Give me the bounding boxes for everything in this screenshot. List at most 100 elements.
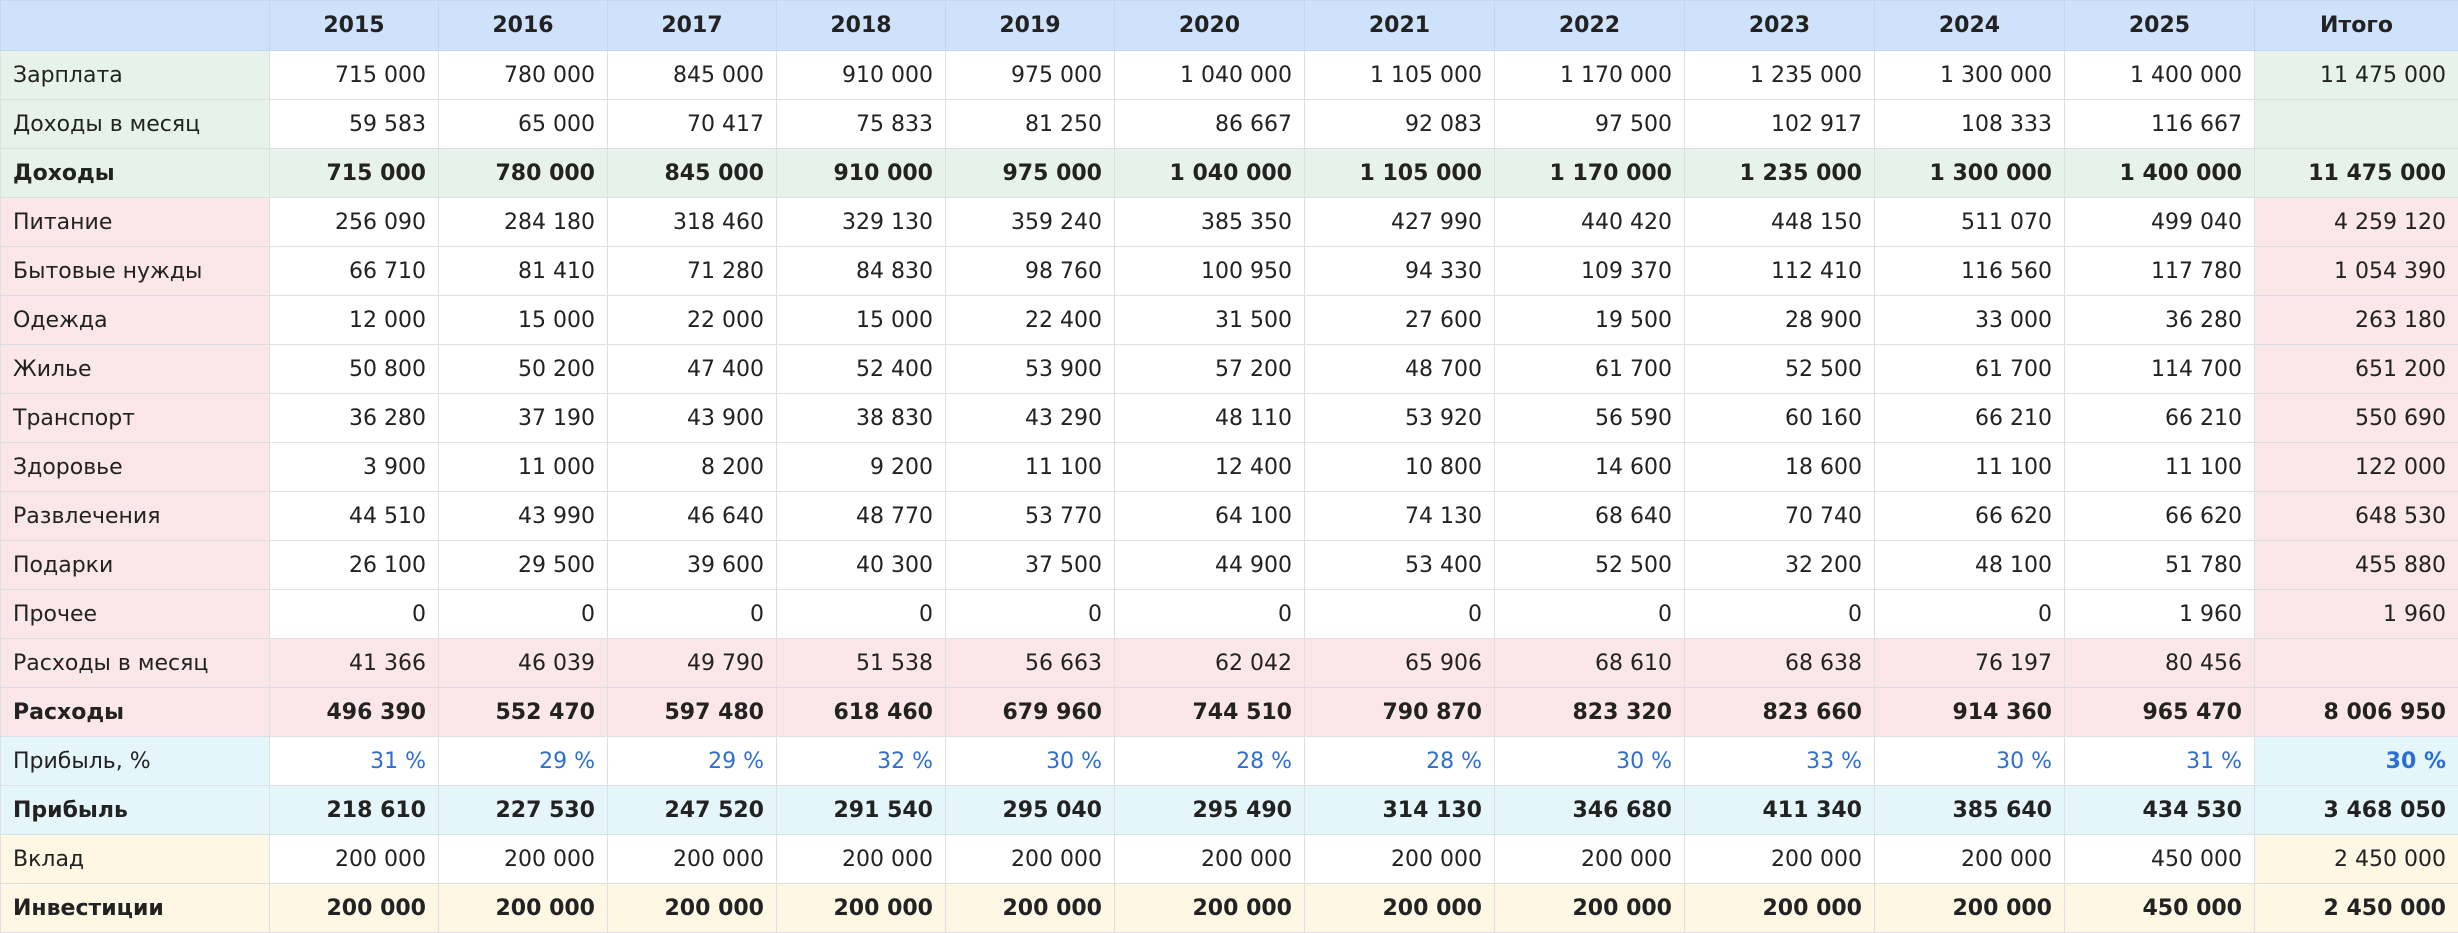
value-cell[interactable]: 61 700: [1494, 344, 1685, 394]
value-cell[interactable]: 36 280: [2064, 295, 2255, 345]
value-cell[interactable]: 10 800: [1304, 442, 1495, 492]
value-cell[interactable]: 30 %: [945, 736, 1115, 786]
value-cell[interactable]: 200 000: [1304, 834, 1495, 884]
year-header[interactable]: 2022: [1494, 0, 1685, 51]
value-cell[interactable]: 1 235 000: [1684, 148, 1875, 198]
value-cell[interactable]: 11 100: [1874, 442, 2065, 492]
value-cell[interactable]: 0: [607, 589, 777, 639]
value-cell[interactable]: 70 417: [607, 99, 777, 149]
value-cell[interactable]: 1 040 000: [1114, 148, 1305, 198]
corner-cell[interactable]: [0, 0, 270, 51]
row-label[interactable]: Зарплата: [0, 50, 270, 100]
value-cell[interactable]: 359 240: [945, 197, 1115, 247]
value-cell[interactable]: 11 100: [2064, 442, 2255, 492]
value-cell[interactable]: 427 990: [1304, 197, 1495, 247]
value-cell[interactable]: 31 500: [1114, 295, 1305, 345]
value-cell[interactable]: 30 %: [1494, 736, 1685, 786]
value-cell[interactable]: 295 040: [945, 785, 1115, 835]
value-cell[interactable]: 56 663: [945, 638, 1115, 688]
value-cell[interactable]: 0: [1874, 589, 2065, 639]
total-cell[interactable]: 11 475 000: [2254, 148, 2458, 198]
value-cell[interactable]: 116 667: [2064, 99, 2255, 149]
value-cell[interactable]: 48 110: [1114, 393, 1305, 443]
value-cell[interactable]: 314 130: [1304, 785, 1495, 835]
value-cell[interactable]: 200 000: [945, 883, 1115, 933]
row-label[interactable]: Расходы: [0, 687, 270, 737]
value-cell[interactable]: 15 000: [776, 295, 946, 345]
value-cell[interactable]: 200 000: [269, 834, 439, 884]
value-cell[interactable]: 53 920: [1304, 393, 1495, 443]
total-cell[interactable]: 4 259 120: [2254, 197, 2458, 247]
value-cell[interactable]: 1 040 000: [1114, 50, 1305, 100]
value-cell[interactable]: 200 000: [1494, 834, 1685, 884]
value-cell[interactable]: 46 039: [438, 638, 608, 688]
value-cell[interactable]: 910 000: [776, 148, 946, 198]
value-cell[interactable]: 51 538: [776, 638, 946, 688]
value-cell[interactable]: 29 500: [438, 540, 608, 590]
total-cell[interactable]: 651 200: [2254, 344, 2458, 394]
value-cell[interactable]: 12 400: [1114, 442, 1305, 492]
value-cell[interactable]: 31 %: [269, 736, 439, 786]
year-header[interactable]: 2015: [269, 0, 439, 51]
row-label[interactable]: Прибыль: [0, 785, 270, 835]
value-cell[interactable]: 65 000: [438, 99, 608, 149]
value-cell[interactable]: 109 370: [1494, 246, 1685, 296]
value-cell[interactable]: 1 170 000: [1494, 50, 1685, 100]
value-cell[interactable]: 780 000: [438, 148, 608, 198]
value-cell[interactable]: 116 560: [1874, 246, 2065, 296]
value-cell[interactable]: 43 290: [945, 393, 1115, 443]
year-header[interactable]: 2019: [945, 0, 1115, 51]
value-cell[interactable]: 33 %: [1684, 736, 1875, 786]
value-cell[interactable]: 845 000: [607, 148, 777, 198]
value-cell[interactable]: 200 000: [1494, 883, 1685, 933]
value-cell[interactable]: 440 420: [1494, 197, 1685, 247]
value-cell[interactable]: 295 490: [1114, 785, 1305, 835]
value-cell[interactable]: 0: [1304, 589, 1495, 639]
value-cell[interactable]: 511 070: [1874, 197, 2065, 247]
total-cell[interactable]: 263 180: [2254, 295, 2458, 345]
total-cell[interactable]: 1 054 390: [2254, 246, 2458, 296]
value-cell[interactable]: 1 105 000: [1304, 148, 1495, 198]
value-cell[interactable]: 11 000: [438, 442, 608, 492]
value-cell[interactable]: 62 042: [1114, 638, 1305, 688]
value-cell[interactable]: 9 200: [776, 442, 946, 492]
value-cell[interactable]: 679 960: [945, 687, 1115, 737]
total-cell[interactable]: 30 %: [2254, 736, 2458, 786]
total-cell[interactable]: 8 006 950: [2254, 687, 2458, 737]
value-cell[interactable]: 36 280: [269, 393, 439, 443]
value-cell[interactable]: 1 960: [2064, 589, 2255, 639]
year-header[interactable]: 2025: [2064, 0, 2255, 51]
row-label[interactable]: Питание: [0, 197, 270, 247]
value-cell[interactable]: 200 000: [776, 883, 946, 933]
value-cell[interactable]: 914 360: [1874, 687, 2065, 737]
value-cell[interactable]: 1 170 000: [1494, 148, 1685, 198]
value-cell[interactable]: 19 500: [1494, 295, 1685, 345]
total-cell[interactable]: 550 690: [2254, 393, 2458, 443]
value-cell[interactable]: 200 000: [1684, 834, 1875, 884]
value-cell[interactable]: 31 %: [2064, 736, 2255, 786]
row-label[interactable]: Прибыль, %: [0, 736, 270, 786]
value-cell[interactable]: 450 000: [2064, 883, 2255, 933]
value-cell[interactable]: 59 583: [269, 99, 439, 149]
value-cell[interactable]: 823 660: [1684, 687, 1875, 737]
value-cell[interactable]: 291 540: [776, 785, 946, 835]
value-cell[interactable]: 200 000: [607, 834, 777, 884]
value-cell[interactable]: 56 590: [1494, 393, 1685, 443]
value-cell[interactable]: 44 510: [269, 491, 439, 541]
value-cell[interactable]: 43 900: [607, 393, 777, 443]
value-cell[interactable]: 57 200: [1114, 344, 1305, 394]
year-header[interactable]: 2020: [1114, 0, 1305, 51]
value-cell[interactable]: 0: [776, 589, 946, 639]
value-cell[interactable]: 29 %: [438, 736, 608, 786]
total-cell[interactable]: 3 468 050: [2254, 785, 2458, 835]
value-cell[interactable]: 75 833: [776, 99, 946, 149]
value-cell[interactable]: 66 710: [269, 246, 439, 296]
value-cell[interactable]: 43 990: [438, 491, 608, 541]
value-cell[interactable]: 200 000: [269, 883, 439, 933]
value-cell[interactable]: 70 740: [1684, 491, 1875, 541]
value-cell[interactable]: 38 830: [776, 393, 946, 443]
value-cell[interactable]: 11 100: [945, 442, 1115, 492]
total-cell[interactable]: 2 450 000: [2254, 834, 2458, 884]
value-cell[interactable]: 715 000: [269, 50, 439, 100]
value-cell[interactable]: 845 000: [607, 50, 777, 100]
